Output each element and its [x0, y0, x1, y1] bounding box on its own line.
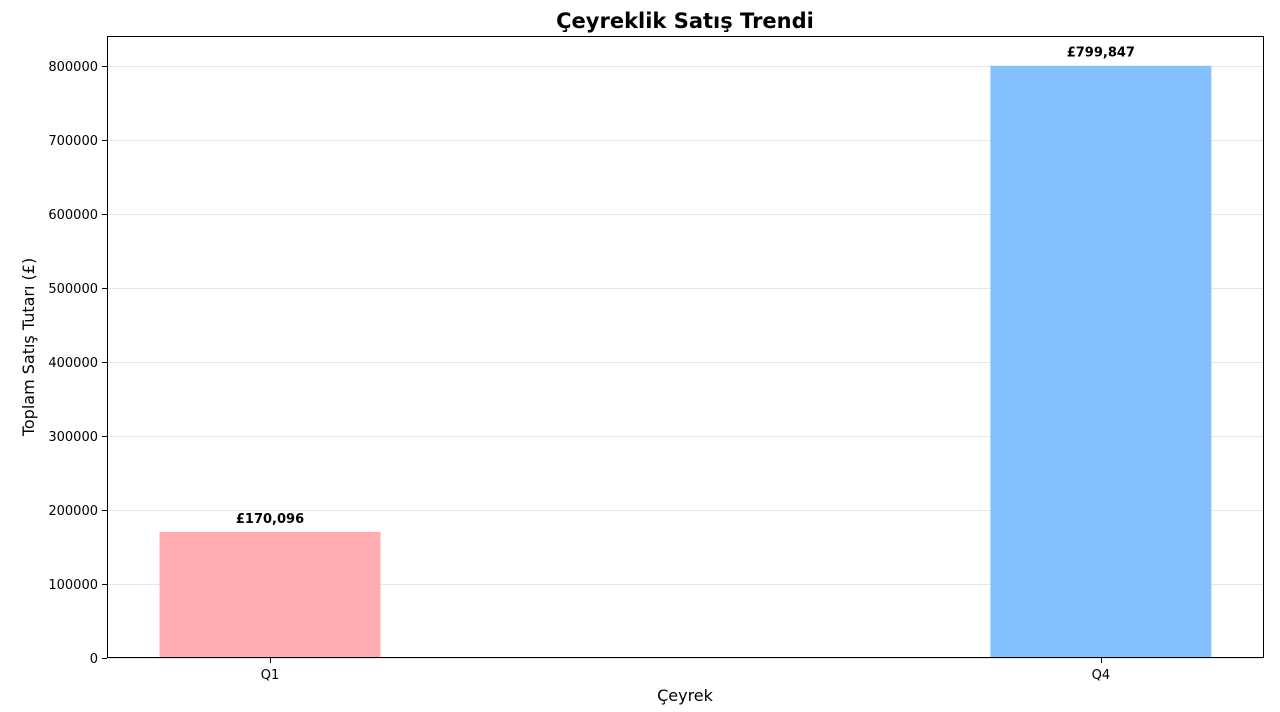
chart-title: Çeyreklik Satış Trendi: [556, 9, 814, 33]
y-tick-label: 400000: [48, 356, 98, 371]
y-axis: 0 100000 200000 300000 400000 500000 600000 700…: [48, 60, 107, 667]
y-tick-label: 0: [90, 652, 98, 667]
y-tick-label: 800000: [48, 60, 98, 75]
y-tick-label: 200000: [48, 504, 98, 519]
y-tick-label: 500000: [48, 282, 98, 297]
y-axis-label: Toplam Satış Tutarı (£): [19, 258, 38, 437]
y-tick-label: 700000: [48, 134, 98, 149]
x-axis: Q1 Q4: [261, 658, 1110, 683]
plot-frame: [107, 36, 1264, 658]
x-axis-label: Çeyrek: [657, 686, 714, 705]
bar-q1: [159, 532, 381, 658]
bar-q4: [990, 65, 1212, 658]
y-tick-label: 300000: [48, 430, 98, 445]
y-tick-label: 600000: [48, 208, 98, 223]
data-label: £170,096: [236, 512, 304, 527]
y-tick-label: 100000: [48, 578, 98, 593]
x-tick-label: Q1: [261, 668, 280, 683]
x-tick-label: Q4: [1092, 668, 1111, 683]
data-labels: £170,096 £799,847: [236, 46, 1135, 527]
bars-layer: [159, 65, 1212, 658]
data-label: £799,847: [1067, 46, 1135, 61]
